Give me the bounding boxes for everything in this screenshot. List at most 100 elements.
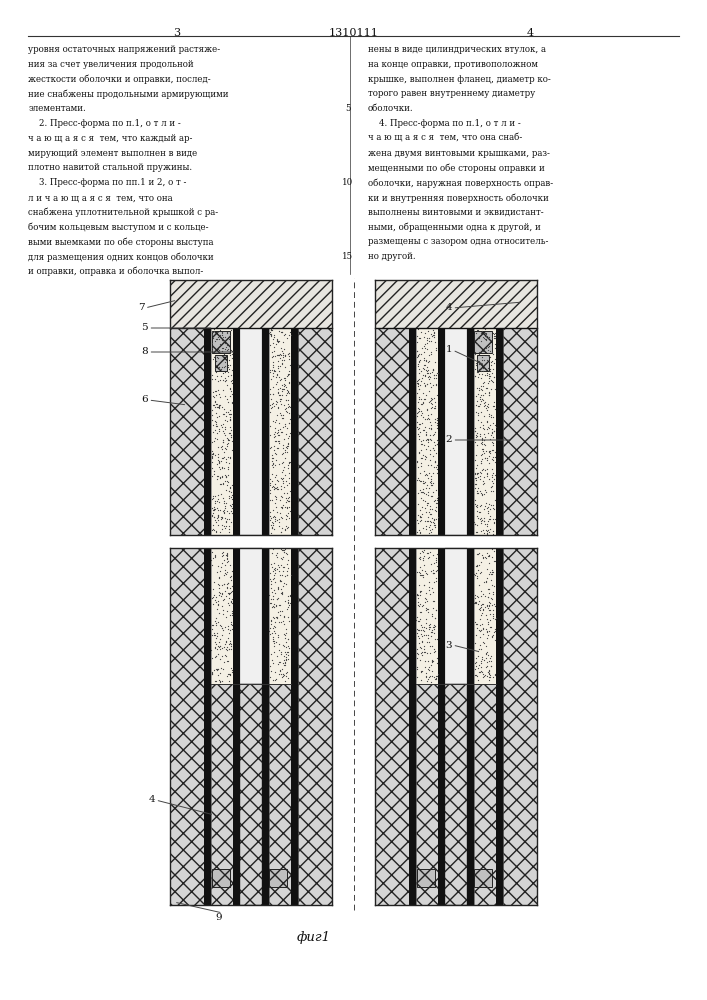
Point <box>269 495 281 511</box>
Point <box>271 591 283 607</box>
Point <box>423 368 435 384</box>
Point <box>221 513 232 529</box>
Point <box>425 524 436 540</box>
Point <box>486 407 497 423</box>
Point <box>281 621 292 637</box>
Point <box>487 523 498 539</box>
Point <box>271 481 282 497</box>
Point <box>222 473 233 489</box>
Point <box>283 366 294 382</box>
Point <box>480 367 491 383</box>
Point <box>273 590 284 606</box>
Point <box>417 597 428 613</box>
Point <box>211 564 223 580</box>
Point <box>428 562 439 578</box>
Point <box>470 627 481 643</box>
Point <box>415 391 426 407</box>
Point <box>212 439 223 455</box>
Point <box>479 549 491 565</box>
Point <box>226 395 238 411</box>
Point <box>426 328 438 344</box>
Bar <box>269 869 287 887</box>
Point <box>486 451 498 467</box>
Point <box>477 476 489 492</box>
Point <box>477 417 489 433</box>
Point <box>416 617 427 633</box>
Point <box>428 625 440 641</box>
Point <box>476 391 487 407</box>
Point <box>428 574 440 590</box>
Point <box>207 502 218 518</box>
Point <box>411 659 423 675</box>
Point <box>430 563 441 579</box>
Point <box>264 326 276 342</box>
Point <box>475 465 486 481</box>
Point <box>213 341 224 357</box>
Point <box>483 597 494 613</box>
Point <box>209 501 221 517</box>
Point <box>211 661 223 677</box>
Point <box>284 455 295 471</box>
Point <box>472 648 484 664</box>
Point <box>423 353 435 369</box>
Point <box>481 545 493 561</box>
Point <box>272 581 284 597</box>
Bar <box>233 684 240 905</box>
Point <box>279 418 291 434</box>
Point <box>485 409 496 425</box>
Point <box>475 414 486 430</box>
Point <box>271 412 282 428</box>
Point <box>414 584 426 600</box>
Point <box>488 514 499 530</box>
Point <box>490 623 501 639</box>
Point <box>414 377 426 393</box>
Point <box>278 616 289 632</box>
Point <box>221 580 232 596</box>
Point <box>484 443 495 459</box>
Point <box>212 661 223 677</box>
Point <box>270 446 281 462</box>
Point <box>223 505 235 521</box>
Point <box>489 454 501 470</box>
Point <box>421 521 432 537</box>
Point <box>474 637 486 653</box>
Point <box>419 338 430 354</box>
Point <box>421 431 433 447</box>
Point <box>267 672 279 688</box>
Point <box>481 380 492 396</box>
Point <box>279 444 290 460</box>
Point <box>210 364 221 380</box>
Point <box>478 550 489 566</box>
Point <box>482 647 493 663</box>
Point <box>416 567 427 583</box>
Point <box>218 576 230 592</box>
Point <box>278 334 289 350</box>
Point <box>267 588 279 604</box>
Point <box>423 394 435 410</box>
Point <box>412 646 423 662</box>
Point <box>469 655 480 671</box>
Point <box>423 333 435 349</box>
Point <box>218 401 230 417</box>
Point <box>417 492 428 508</box>
Point <box>471 336 482 352</box>
Point <box>267 362 278 378</box>
Point <box>271 452 282 468</box>
Point <box>209 422 221 438</box>
Point <box>280 379 291 395</box>
Point <box>417 484 428 500</box>
Point <box>474 602 486 618</box>
Point <box>418 352 429 368</box>
Point <box>226 442 238 458</box>
Point <box>476 622 487 638</box>
Point <box>425 326 436 342</box>
Point <box>418 548 429 564</box>
Point <box>224 667 235 683</box>
Point <box>431 550 442 566</box>
Point <box>281 473 292 489</box>
Point <box>486 473 498 489</box>
Point <box>484 602 495 618</box>
Point <box>280 627 291 643</box>
Point <box>487 497 498 513</box>
Point <box>416 633 428 649</box>
